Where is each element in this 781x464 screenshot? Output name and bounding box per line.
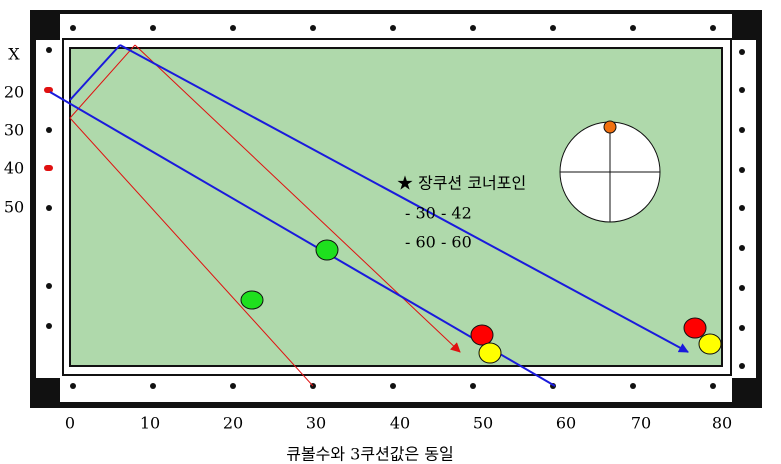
bottom-label: 80 — [712, 414, 732, 433]
bottom-label: 20 — [223, 414, 243, 433]
left-label: 30 — [4, 121, 24, 140]
note-line: - 30 - 42 — [405, 204, 472, 223]
bottom-label: 60 — [556, 414, 576, 433]
note-title: ★ 장쿠션 코너포인 — [397, 174, 526, 193]
bottom-label: 40 — [390, 414, 410, 433]
left-label: 40 — [4, 159, 24, 178]
left-label: 50 — [4, 198, 24, 217]
bottom-label: 50 — [473, 414, 493, 433]
bottom-label: 70 — [631, 414, 651, 433]
left-label: 20 — [4, 83, 24, 102]
left-label: X — [8, 45, 20, 64]
tip-diagram — [559, 120, 661, 223]
caption: 큐볼수와 3쿠션값은 동일 — [286, 445, 454, 464]
table — [30, 10, 762, 408]
bottom-label: 0 — [65, 414, 75, 433]
bottom-label: 10 — [140, 414, 160, 433]
balls — [240, 239, 722, 364]
bottom-label: 30 — [306, 414, 326, 433]
note-line: - 60 - 60 — [405, 233, 472, 252]
